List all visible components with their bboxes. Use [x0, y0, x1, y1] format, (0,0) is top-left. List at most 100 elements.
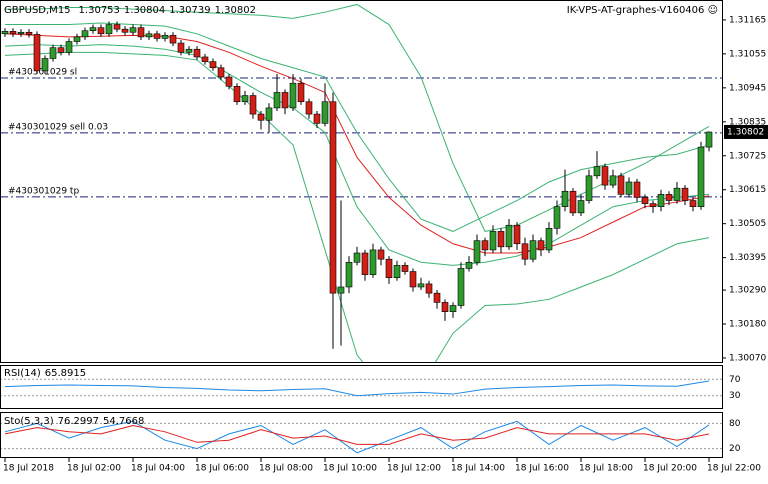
header-part: Sto(5,3,3) — [4, 416, 54, 427]
candle-body — [113, 24, 121, 30]
y-tick-label: 20 — [729, 444, 741, 454]
candle-body — [273, 92, 281, 109]
candle-body — [137, 27, 145, 38]
candle-body — [89, 27, 97, 32]
candle-body — [9, 31, 17, 35]
chart-header: GBPUSD,M15 1.30753 1.30804 1.30739 1.30802 — [4, 5, 256, 16]
candle-body — [193, 48, 201, 58]
x-tick-label: 18 Jul 20:00 — [643, 464, 697, 474]
candle-body — [673, 187, 681, 201]
candle-body — [401, 265, 409, 272]
candle-body — [649, 203, 657, 207]
candle-body — [289, 82, 297, 109]
y-tick-label: 1.30290 — [729, 286, 766, 296]
x-tick-label: 18 Jul 06:00 — [195, 464, 249, 474]
y-tick-label: 1.30945 — [729, 83, 766, 93]
candle-body — [257, 113, 265, 121]
rsi-label: RSI(14) 65.8915 — [4, 368, 86, 379]
candle-body — [625, 181, 633, 195]
header-part: 65.8915 — [45, 368, 86, 379]
stoch-line — [4, 420, 710, 454]
candle-body — [209, 61, 217, 69]
candle-body — [681, 187, 689, 201]
candle-body — [105, 24, 113, 35]
candle-body — [489, 231, 497, 251]
candle-body — [217, 67, 225, 78]
candle-body — [265, 107, 273, 121]
candle-body — [281, 92, 289, 109]
candle-body — [345, 261, 353, 288]
candle-body — [689, 200, 697, 207]
candle-body — [225, 76, 233, 87]
candle-body — [569, 190, 577, 214]
stoch-line — [4, 424, 710, 445]
candle-body — [17, 31, 25, 35]
candle-body — [361, 252, 369, 275]
y-tick-label: 1.30725 — [729, 151, 766, 161]
candle-body — [553, 206, 561, 229]
candle-body — [641, 197, 649, 204]
y-tick-label: 1.30505 — [729, 219, 766, 229]
candle-body — [473, 240, 481, 263]
indicator-line — [4, 33, 710, 254]
candle-body — [33, 34, 41, 72]
y-tick-label: 1.30070 — [729, 353, 766, 363]
candle-body — [153, 33, 161, 39]
candle-body — [577, 200, 585, 214]
rsi-line — [4, 380, 710, 397]
y-tick-label: 1.31165 — [729, 15, 766, 25]
header-part: RSI(14) — [4, 368, 41, 379]
candle-body — [665, 194, 673, 201]
candle-body — [305, 101, 313, 115]
candle-body — [353, 252, 361, 263]
stoch-label: Sto(5,3,3) 76.2997 54.7668 — [4, 416, 144, 427]
candle-body — [177, 42, 185, 53]
candle-body — [169, 35, 177, 44]
x-tick-label: 18 Jul 14:00 — [451, 464, 505, 474]
overlay: GBPUSD,M15 1.30753 1.30804 1.30739 1.30802 IK… — [4, 5, 718, 427]
candle-body — [329, 101, 337, 294]
price-label-box — [724, 124, 768, 139]
candle-body — [505, 224, 513, 248]
x-tick-label: 18 Jul 18:00 — [579, 464, 633, 474]
candle-body — [409, 271, 417, 288]
candle-body — [697, 146, 705, 207]
candle-body — [705, 131, 713, 148]
candle-body — [465, 261, 473, 269]
x-tick-label: 18 Jul 2018 — [3, 464, 54, 474]
candle-body — [537, 240, 545, 251]
candle-body — [41, 58, 49, 72]
candle-body — [457, 268, 465, 306]
x-tick-label: 18 Jul 08:00 — [259, 464, 313, 474]
candle-body — [369, 249, 377, 275]
candle-body — [233, 85, 241, 103]
candle-body — [337, 286, 345, 294]
candle-body — [425, 283, 433, 294]
y-tick-label: 1.30180 — [729, 320, 766, 330]
x-tick-label: 18 Jul 16:00 — [515, 464, 569, 474]
candle-body — [585, 175, 593, 201]
header-part: 1.30739 — [169, 5, 210, 16]
order-label: #430301029 tp — [8, 186, 79, 196]
y-tick-label: 1.30835 — [729, 117, 766, 127]
y-tick-label: 1.30615 — [729, 185, 766, 195]
rsi-panel — [0, 365, 723, 409]
indicator-line — [5, 22, 710, 232]
candle-body — [601, 166, 609, 186]
candle-body — [385, 258, 393, 279]
candle-body — [617, 175, 625, 195]
x-tick-label: 18 Jul 10:00 — [323, 464, 377, 474]
rsi-plot — [1, 378, 722, 397]
candle-body — [529, 240, 537, 260]
x-tick-label: 18 Jul 22:00 — [707, 464, 761, 474]
candle-body — [65, 41, 73, 53]
candle-body — [449, 305, 457, 312]
candle-body — [481, 240, 489, 251]
candle-body — [1, 31, 9, 35]
candle-body — [25, 31, 33, 35]
candle-body — [201, 56, 209, 62]
candle-body — [145, 33, 153, 38]
x-tick-label: 18 Jul 12:00 — [387, 464, 441, 474]
candle-body — [249, 95, 257, 115]
